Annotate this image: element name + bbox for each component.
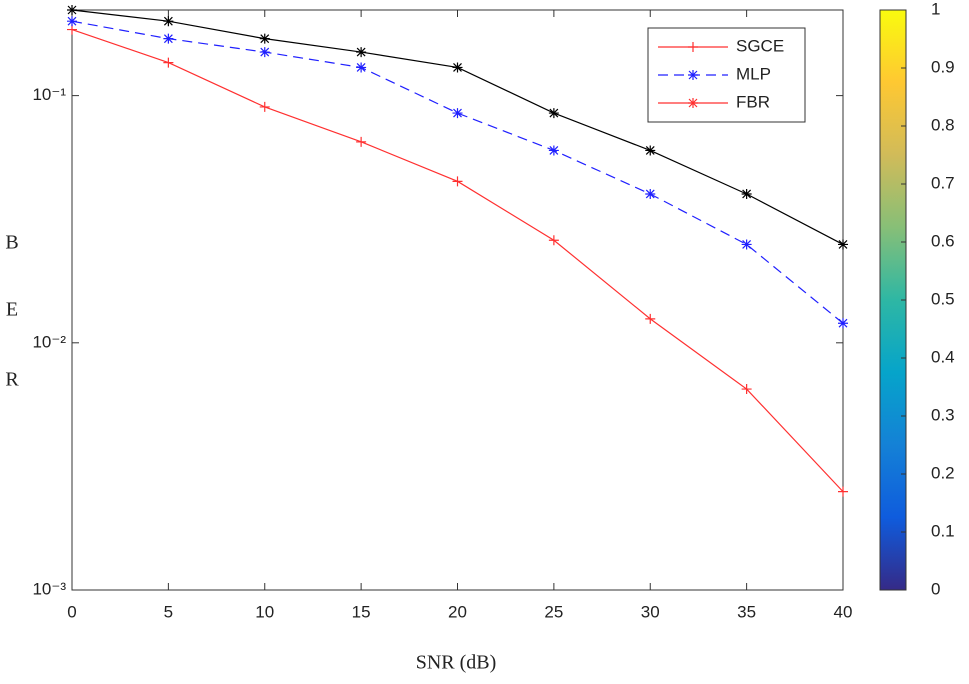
colorbar-tick-label: 0.3: [931, 405, 955, 424]
marker: [163, 57, 174, 68]
colorbar-tick-label: 0.2: [931, 463, 955, 482]
marker: [67, 5, 77, 15]
colorbar-tick-label: 0.6: [931, 231, 955, 250]
colorbar-tick-label: 0.8: [931, 115, 955, 134]
marker: [356, 47, 367, 58]
marker: [741, 239, 752, 250]
marker: [452, 176, 463, 187]
x-tick-label: 15: [352, 602, 371, 621]
colorbar-tick-label: 1: [931, 0, 940, 18]
marker: [741, 384, 752, 395]
marker: [548, 145, 559, 156]
marker: [688, 98, 698, 108]
colorbar-tick-label: 0.4: [931, 347, 955, 366]
colorbar-tick-label: 0.7: [931, 173, 955, 192]
marker: [548, 108, 559, 119]
marker: [259, 101, 270, 112]
marker: [838, 239, 848, 250]
marker: [452, 62, 463, 73]
colorbar-tick-label: 0.5: [931, 289, 955, 308]
x-tick-label: 5: [164, 602, 173, 621]
marker: [163, 33, 174, 44]
marker: [645, 188, 656, 199]
y-tick-label: 10⁻²: [32, 332, 66, 351]
x-tick-label: 10: [255, 602, 274, 621]
y-axis-label: B: [5, 232, 18, 254]
marker: [163, 16, 174, 27]
marker: [838, 486, 848, 497]
x-tick-label: 0: [67, 602, 76, 621]
legend-label: FBR: [736, 92, 770, 111]
y-tick-label: 10⁻¹: [32, 85, 66, 104]
legend-label: SGCE: [736, 36, 784, 55]
x-axis-label: SNR (dB): [416, 652, 497, 674]
marker: [259, 47, 270, 58]
marker: [688, 42, 698, 52]
marker: [645, 313, 656, 324]
y-axis-label: E: [6, 299, 18, 321]
x-tick-label: 35: [737, 602, 756, 621]
marker: [838, 318, 848, 329]
marker: [548, 235, 559, 246]
marker: [67, 16, 77, 27]
y-tick-label: 10⁻³: [32, 579, 66, 598]
colorbar-tick-label: 0.9: [931, 57, 955, 76]
marker: [741, 188, 752, 199]
line: [71, 20, 844, 324]
marker: [67, 24, 77, 35]
marker: [259, 33, 270, 44]
marker: [356, 136, 367, 147]
x-tick-label: 40: [834, 602, 853, 621]
legend-label: MLP: [736, 64, 771, 83]
marker: [452, 108, 463, 119]
x-tick-label: 30: [641, 602, 660, 621]
colorbar-tick-label: 0: [931, 579, 940, 598]
x-tick-label: 25: [544, 602, 563, 621]
x-tick-label: 20: [448, 602, 467, 621]
y-axis-label: R: [5, 369, 19, 391]
colorbar-tick-label: 0.1: [931, 521, 955, 540]
marker: [645, 145, 656, 156]
marker: [688, 70, 698, 80]
marker: [356, 62, 367, 73]
